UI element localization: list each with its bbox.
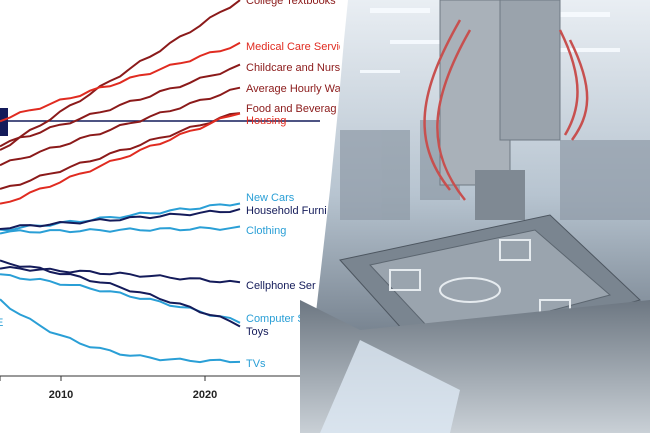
x-tick-label-2020: 2020	[193, 389, 217, 401]
red-cables	[423, 19, 589, 201]
series-label-2: Medical Care Servic	[246, 41, 340, 53]
factory-robot-photo	[300, 0, 650, 433]
series-label-8: Household Furni	[246, 205, 327, 217]
series-line-5	[0, 112, 241, 190]
series-line-2	[0, 41, 241, 123]
price-change-chart: 2010 2020 E College Textbooks Medical Car…	[0, 0, 340, 401]
series-label-6: Housing	[246, 115, 286, 127]
series-line-13	[0, 298, 241, 364]
chart-svg: 2010 2020 E College Textbooks Medical Car…	[0, 0, 340, 401]
robot-photo-illustration	[300, 0, 650, 433]
x-tick-label-2010: 2010	[49, 389, 73, 401]
series-lines	[0, 0, 241, 364]
series-label-4: Average Hourly Wa	[246, 83, 340, 95]
series-line-10	[0, 265, 241, 284]
series-label-10: Cellphone Ser	[246, 280, 316, 292]
glass-reflection	[320, 340, 460, 433]
gantry-column	[439, 0, 511, 186]
gantry-carriage	[499, 0, 561, 141]
series-line-6	[0, 112, 241, 205]
tool-head	[475, 170, 525, 220]
series-label-11: Computer So	[246, 313, 311, 325]
clipped-left-mark: E	[0, 317, 3, 329]
series-label-1: College Textbooks	[246, 0, 336, 7]
series-line-3	[0, 63, 241, 148]
series-label-13: TVs	[246, 358, 266, 370]
reference-line-marker	[0, 108, 8, 136]
series-line-12	[0, 259, 241, 328]
background-machines	[340, 120, 650, 220]
series-line-8	[0, 208, 241, 230]
series-line-4	[0, 86, 241, 167]
series-label-7: New Cars	[246, 192, 295, 204]
series-label-3: Childcare and Nurs	[246, 62, 340, 74]
series-label-9: Clothing	[246, 225, 286, 237]
series-line-1	[0, 0, 241, 151]
series-line-11	[0, 273, 241, 324]
series-line-9	[0, 225, 241, 235]
series-label-12: Toys	[246, 326, 269, 338]
ceiling-lights	[360, 8, 620, 73]
series-label-5: Food and Beverag	[246, 103, 337, 115]
series-labels: College Textbooks Medical Care Servic Chil…	[246, 0, 340, 370]
fixture-plate	[369, 229, 612, 341]
